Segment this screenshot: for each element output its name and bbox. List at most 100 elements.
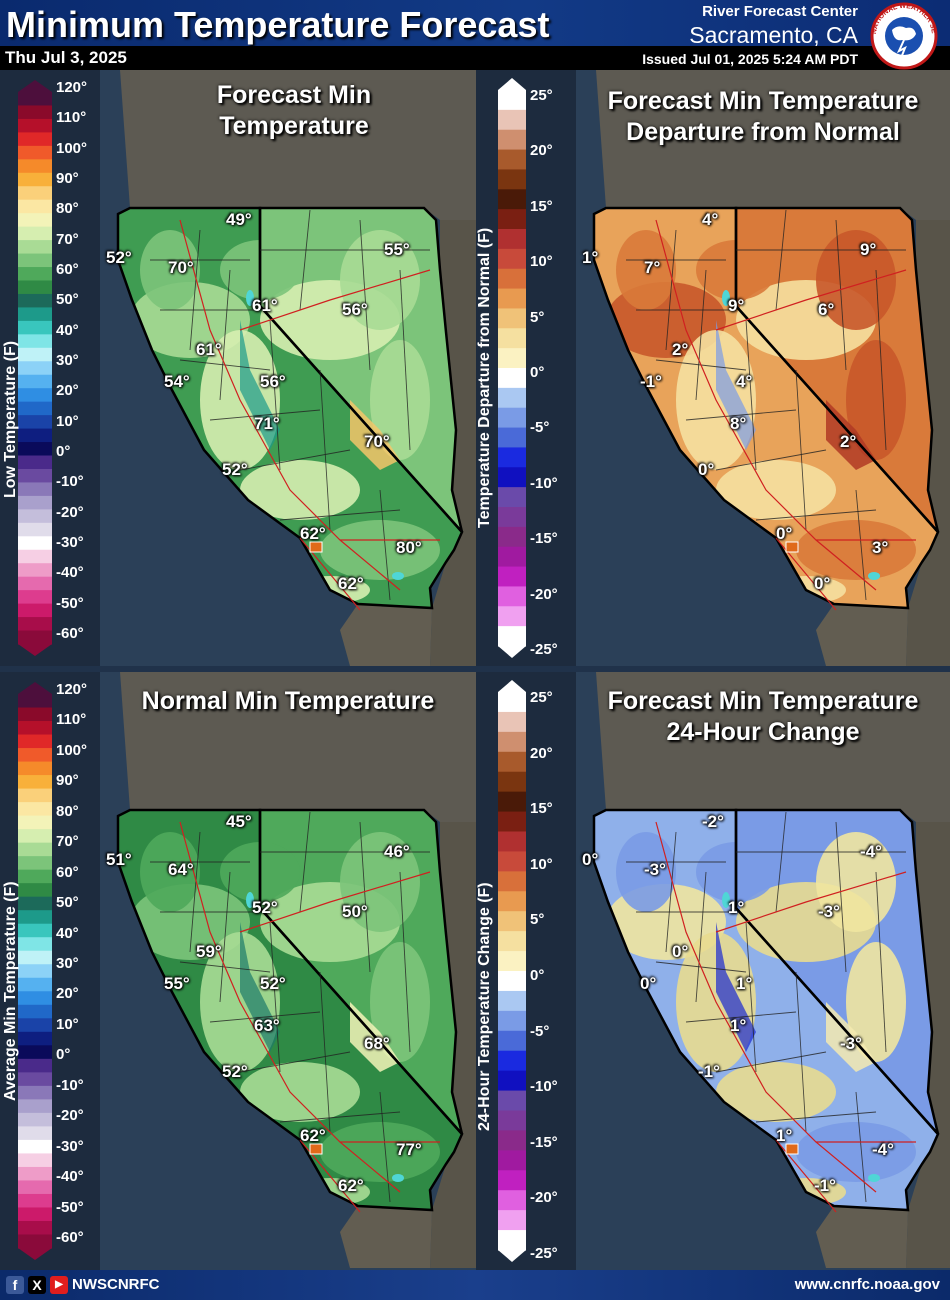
departure-value-label: -1° (640, 372, 662, 391)
departure-panel-title: Forecast Min Temperature Departure from … (607, 87, 919, 146)
date-bar (0, 46, 950, 70)
departure-value-label: 0° (776, 524, 793, 543)
forecast-value-label: 54° (164, 372, 190, 391)
temperature-tick-label: -40° (56, 564, 84, 582)
change-value-label: 1° (728, 898, 745, 917)
departure-tick-label: 25° (530, 87, 553, 104)
normal-value-label: 45° (226, 812, 252, 831)
departure-tick-label: -20° (530, 585, 558, 603)
temperature-tick-label: 0° (56, 443, 71, 460)
departure-tick-label: 10° (530, 253, 553, 271)
temperature-tick-label: -40° (56, 1168, 84, 1186)
normal-value-label: 59° (196, 942, 222, 961)
forecast-value-label: 62° (300, 524, 326, 543)
temperature-tick-label: 100° (56, 741, 88, 759)
temperature-tick-label: 50° (56, 291, 79, 309)
temperature-tick-label: 80° (56, 200, 79, 218)
24-hour-change-panel: Forecast Min Temperature 24-Hour Change 0… (576, 672, 950, 1270)
departure-colorbar (498, 680, 526, 1262)
x-icon[interactable]: X (28, 1276, 46, 1294)
departure-colorbar (498, 78, 526, 658)
temperature-tick-label: -50° (56, 1198, 84, 1216)
departure-tick-label: 15° (530, 197, 553, 215)
temperature-tick-label: -60° (56, 1229, 84, 1246)
change-value-label: -1° (814, 1176, 836, 1195)
change-value-label: -3° (644, 860, 666, 879)
temperature-tick-label: 60° (56, 261, 79, 278)
rfc-location: Sacramento, CA (689, 22, 858, 48)
departure-value-label: 9° (728, 296, 745, 315)
departure-tick-label: -10° (530, 474, 558, 492)
social-handle[interactable]: NWSCNRFC (72, 1276, 160, 1293)
departure-tick-label: -5° (530, 1022, 550, 1040)
departure-tick-label: 20° (530, 744, 553, 762)
temperature-tick-label: -10° (56, 1076, 84, 1094)
temperature-tick-label: 20° (56, 382, 79, 400)
temperature-tick-label: 10° (56, 412, 79, 430)
change-value-label: -3° (818, 902, 840, 921)
departure-tick-label: -15° (530, 1133, 558, 1151)
forecast-value-label: 70° (168, 258, 194, 277)
youtube-icon[interactable]: ▶ (50, 1276, 68, 1294)
temperature-tick-label: 120° (56, 79, 88, 96)
normal-value-label: 77° (396, 1140, 422, 1159)
normal-value-label: 52° (252, 898, 278, 917)
change-value-label: 1° (736, 974, 753, 993)
forecast-map (100, 70, 476, 666)
temperature-tick-label: 10° (56, 1015, 79, 1033)
departure-tick-label: -25° (530, 641, 558, 658)
temperature-tick-label: 30° (56, 955, 79, 972)
departure-value-label: 9° (860, 240, 877, 259)
temperature-legend-bottom: 120° 110° 100° 90° 80° 70° 60° 50° 40° 30° 20° 10° 0… (0, 672, 100, 1270)
change-map (576, 672, 950, 1270)
normal-value-label: 63° (254, 1016, 280, 1035)
departure-from-normal-panel: Forecast Min Temperature Departure from … (576, 70, 950, 666)
temperature-tick-label: 30° (56, 352, 79, 369)
forecast-value-label: 71° (254, 414, 280, 433)
temperature-tick-label: -60° (56, 625, 84, 642)
departure-value-label: 7° (644, 258, 661, 277)
normal-value-label: 46° (384, 842, 410, 861)
temperature-axis-title: Average Min Temperature (F) (2, 881, 19, 1101)
normal-value-label: 52° (222, 1062, 248, 1081)
forecast-value-label: 56° (342, 300, 368, 319)
forecast-value-label: 62° (338, 574, 364, 593)
change-legend: 25° 20° 15° 10° 5° 0° -5° -10° -15° -20° -25° 24-Ho… (476, 672, 576, 1270)
forecast-value-label: 52° (222, 460, 248, 479)
temperature-tick-label: 100° (56, 139, 88, 157)
website-link[interactable]: www.cnrfc.noaa.gov (794, 1276, 940, 1293)
change-value-label: -1° (698, 1062, 720, 1081)
temperature-tick-label: 60° (56, 863, 79, 881)
temperature-tick-label: -30° (56, 534, 84, 551)
change-value-label: -3° (840, 1034, 862, 1053)
departure-tick-label: 5° (530, 308, 545, 326)
temperature-tick-label: -50° (56, 594, 84, 612)
forecast-value-label: 56° (260, 372, 286, 391)
departure-tick-label: -15° (530, 530, 558, 548)
departure-value-label: 2° (672, 340, 689, 359)
forecast-value-label: 52° (106, 248, 132, 267)
normal-value-label: 55° (164, 974, 190, 993)
change-value-label: 0° (672, 942, 689, 961)
facebook-icon[interactable]: f (6, 1276, 24, 1294)
temperature-tick-label: -20° (56, 1107, 84, 1125)
change-value-label: -2° (702, 812, 724, 831)
forecast-value-label: 61° (252, 296, 278, 315)
departure-value-label: 0° (698, 460, 715, 479)
change-value-label: 1° (776, 1126, 793, 1145)
departure-tick-label: -25° (530, 1245, 558, 1262)
departure-value-label: 3° (872, 538, 889, 557)
temperature-tick-label: 110° (56, 711, 87, 729)
forecast-value-label: 49° (226, 210, 252, 229)
departure-map (576, 70, 950, 666)
departure-value-label: 4° (702, 210, 719, 229)
normal-value-label: 68° (364, 1034, 390, 1053)
temperature-tick-label: 40° (56, 321, 79, 339)
forecast-value-label: 70° (364, 432, 390, 451)
departure-value-label: 8° (730, 414, 747, 433)
forecast-date: Thu Jul 3, 2025 (5, 48, 127, 67)
temperature-tick-label: 0° (56, 1046, 71, 1064)
departure-legend: 25° 20° 15° 10° 5° 0° -5° -10° -15° -20° -25° Tempe… (476, 70, 576, 666)
normal-value-label: 52° (260, 974, 286, 993)
temperature-tick-label: 50° (56, 894, 79, 912)
